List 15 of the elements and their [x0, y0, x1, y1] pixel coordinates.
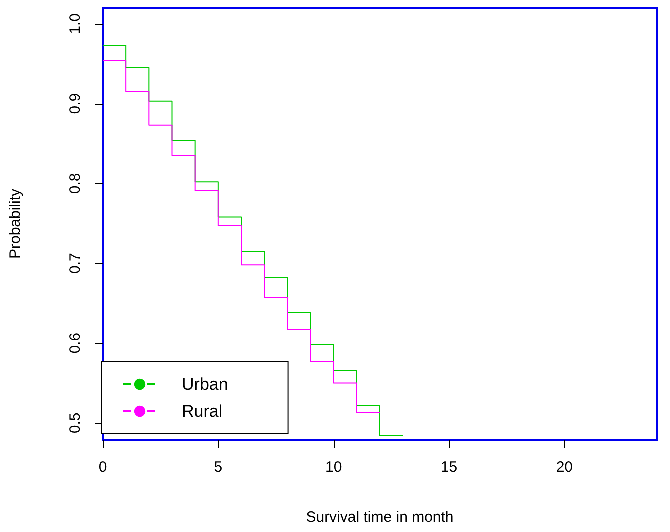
- x-tick-label: 10: [325, 459, 342, 476]
- y-axis-title: Probability: [7, 188, 24, 260]
- y-tick-label: 0.8: [67, 173, 84, 194]
- y-tick-label: 1.0: [67, 14, 84, 34]
- x-tick-label: 20: [556, 459, 574, 476]
- x-tick-label: 5: [214, 459, 223, 476]
- y-tick-label: 0.9: [67, 93, 84, 114]
- x-axis-title: Survival time in month: [306, 509, 454, 526]
- legend-label: Urban: [182, 375, 228, 394]
- y-tick-label: 0.5: [67, 412, 84, 434]
- x-tick-label: 15: [440, 459, 458, 476]
- x-tick-label: 0: [98, 459, 108, 476]
- y-tick-label: 0.6: [67, 332, 84, 354]
- legend-label: Rural: [182, 402, 223, 421]
- y-tick-label: 0.7: [67, 253, 84, 274]
